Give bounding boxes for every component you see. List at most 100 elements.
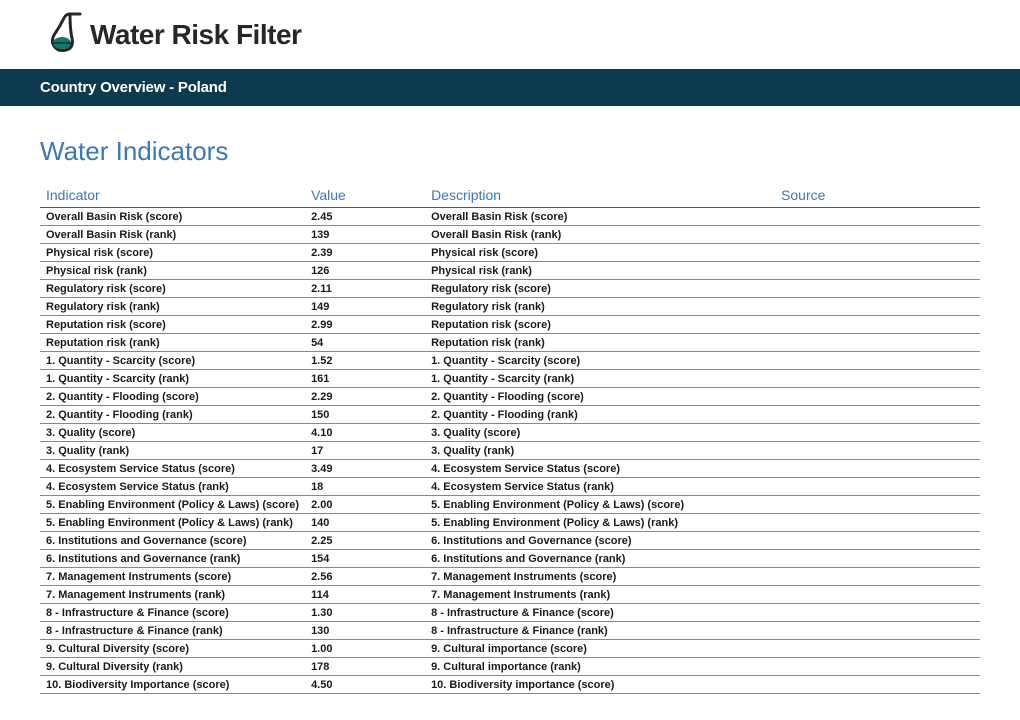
table-row: Reputation risk (rank)54Reputation risk … xyxy=(40,334,980,352)
cell-indicator: 9. Cultural Diversity (rank) xyxy=(40,658,305,676)
cell-description: 4. Ecosystem Service Status (score) xyxy=(425,460,775,478)
cell-indicator: Overall Basin Risk (rank) xyxy=(40,226,305,244)
section-title: Water Indicators xyxy=(40,136,980,167)
cell-description: 6. Institutions and Governance (score) xyxy=(425,532,775,550)
cell-indicator: Reputation risk (rank) xyxy=(40,334,305,352)
cell-value: 150 xyxy=(305,406,425,424)
cell-indicator: 6. Institutions and Governance (rank) xyxy=(40,550,305,568)
cell-value: 2.00 xyxy=(305,496,425,514)
cell-description: Regulatory risk (rank) xyxy=(425,298,775,316)
cell-source xyxy=(775,568,980,586)
table-row: 7. Management Instruments (rank)1147. Ma… xyxy=(40,586,980,604)
col-header-value: Value xyxy=(305,185,425,208)
table-row: 9. Cultural Diversity (rank)1789. Cultur… xyxy=(40,658,980,676)
cell-value: 2.11 xyxy=(305,280,425,298)
cell-indicator: Reputation risk (score) xyxy=(40,316,305,334)
table-row: 8 - Infrastructure & Finance (rank)1308 … xyxy=(40,622,980,640)
cell-description: 1. Quantity - Scarcity (rank) xyxy=(425,370,775,388)
cell-source xyxy=(775,514,980,532)
table-row: 3. Quality (rank)173. Quality (rank) xyxy=(40,442,980,460)
cell-source xyxy=(775,658,980,676)
cell-source xyxy=(775,352,980,370)
cell-value: 149 xyxy=(305,298,425,316)
cell-value: 54 xyxy=(305,334,425,352)
cell-description: 1. Quantity - Scarcity (score) xyxy=(425,352,775,370)
table-row: 4. Ecosystem Service Status (rank)184. E… xyxy=(40,478,980,496)
cell-source xyxy=(775,226,980,244)
cell-value: 2.56 xyxy=(305,568,425,586)
cell-source xyxy=(775,442,980,460)
table-row: Physical risk (score)2.39Physical risk (… xyxy=(40,244,980,262)
cell-source xyxy=(775,586,980,604)
table-row: Physical risk (rank)126Physical risk (ra… xyxy=(40,262,980,280)
cell-value: 3.49 xyxy=(305,460,425,478)
cell-indicator: 4. Ecosystem Service Status (rank) xyxy=(40,478,305,496)
cell-source xyxy=(775,262,980,280)
cell-indicator: 2. Quantity - Flooding (rank) xyxy=(40,406,305,424)
cell-description: 9. Cultural importance (rank) xyxy=(425,658,775,676)
cell-value: 130 xyxy=(305,622,425,640)
cell-description: 2. Quantity - Flooding (score) xyxy=(425,388,775,406)
cell-source xyxy=(775,388,980,406)
cell-indicator: 2. Quantity - Flooding (score) xyxy=(40,388,305,406)
table-row: 5. Enabling Environment (Policy & Laws) … xyxy=(40,496,980,514)
cell-description: 8 - Infrastructure & Finance (score) xyxy=(425,604,775,622)
cell-value: 4.10 xyxy=(305,424,425,442)
cell-source xyxy=(775,496,980,514)
table-row: 2. Quantity - Flooding (rank)1502. Quant… xyxy=(40,406,980,424)
water-drop-icon xyxy=(40,10,84,59)
cell-description: 7. Management Instruments (rank) xyxy=(425,586,775,604)
cell-value: 4.50 xyxy=(305,676,425,694)
table-row: Regulatory risk (rank)149Regulatory risk… xyxy=(40,298,980,316)
cell-description: 5. Enabling Environment (Policy & Laws) … xyxy=(425,496,775,514)
cell-value: 2.25 xyxy=(305,532,425,550)
table-row: 6. Institutions and Governance (rank)154… xyxy=(40,550,980,568)
cell-description: Physical risk (score) xyxy=(425,244,775,262)
cell-indicator: Physical risk (rank) xyxy=(40,262,305,280)
cell-value: 1.00 xyxy=(305,640,425,658)
cell-description: 9. Cultural importance (score) xyxy=(425,640,775,658)
cell-value: 2.45 xyxy=(305,208,425,226)
cell-value: 114 xyxy=(305,586,425,604)
cell-indicator: Regulatory risk (score) xyxy=(40,280,305,298)
cell-description: 6. Institutions and Governance (rank) xyxy=(425,550,775,568)
table-row: 9. Cultural Diversity (score)1.009. Cult… xyxy=(40,640,980,658)
cell-value: 140 xyxy=(305,514,425,532)
cell-value: 1.30 xyxy=(305,604,425,622)
cell-description: Reputation risk (rank) xyxy=(425,334,775,352)
cell-value: 2.39 xyxy=(305,244,425,262)
cell-indicator: 3. Quality (score) xyxy=(40,424,305,442)
cell-description: 8 - Infrastructure & Finance (rank) xyxy=(425,622,775,640)
table-row: 2. Quantity - Flooding (score)2.292. Qua… xyxy=(40,388,980,406)
cell-description: Physical risk (rank) xyxy=(425,262,775,280)
cell-source xyxy=(775,298,980,316)
cell-source xyxy=(775,370,980,388)
cell-description: 5. Enabling Environment (Policy & Laws) … xyxy=(425,514,775,532)
cell-source xyxy=(775,460,980,478)
cell-description: 10. Biodiversity importance (score) xyxy=(425,676,775,694)
table-header-row: Indicator Value Description Source xyxy=(40,185,980,208)
cell-indicator: 7. Management Instruments (rank) xyxy=(40,586,305,604)
table-row: 3. Quality (score)4.103. Quality (score) xyxy=(40,424,980,442)
cell-source xyxy=(775,640,980,658)
cell-source xyxy=(775,532,980,550)
cell-indicator: 6. Institutions and Governance (score) xyxy=(40,532,305,550)
cell-value: 1.52 xyxy=(305,352,425,370)
cell-description: 3. Quality (score) xyxy=(425,424,775,442)
col-header-description: Description xyxy=(425,185,775,208)
cell-indicator: Regulatory risk (rank) xyxy=(40,298,305,316)
table-row: Reputation risk (score)2.99Reputation ri… xyxy=(40,316,980,334)
cell-indicator: 5. Enabling Environment (Policy & Laws) … xyxy=(40,496,305,514)
cell-source xyxy=(775,316,980,334)
cell-value: 161 xyxy=(305,370,425,388)
cell-value: 2.99 xyxy=(305,316,425,334)
table-row: Overall Basin Risk (rank)139Overall Basi… xyxy=(40,226,980,244)
cell-description: 2. Quantity - Flooding (rank) xyxy=(425,406,775,424)
cell-indicator: 1. Quantity - Scarcity (rank) xyxy=(40,370,305,388)
cell-source xyxy=(775,478,980,496)
table-row: Overall Basin Risk (score)2.45Overall Ba… xyxy=(40,208,980,226)
cell-description: Regulatory risk (score) xyxy=(425,280,775,298)
table-row: 1. Quantity - Scarcity (score)1.521. Qua… xyxy=(40,352,980,370)
table-row: 8 - Infrastructure & Finance (score)1.30… xyxy=(40,604,980,622)
table-row: 7. Management Instruments (score)2.567. … xyxy=(40,568,980,586)
